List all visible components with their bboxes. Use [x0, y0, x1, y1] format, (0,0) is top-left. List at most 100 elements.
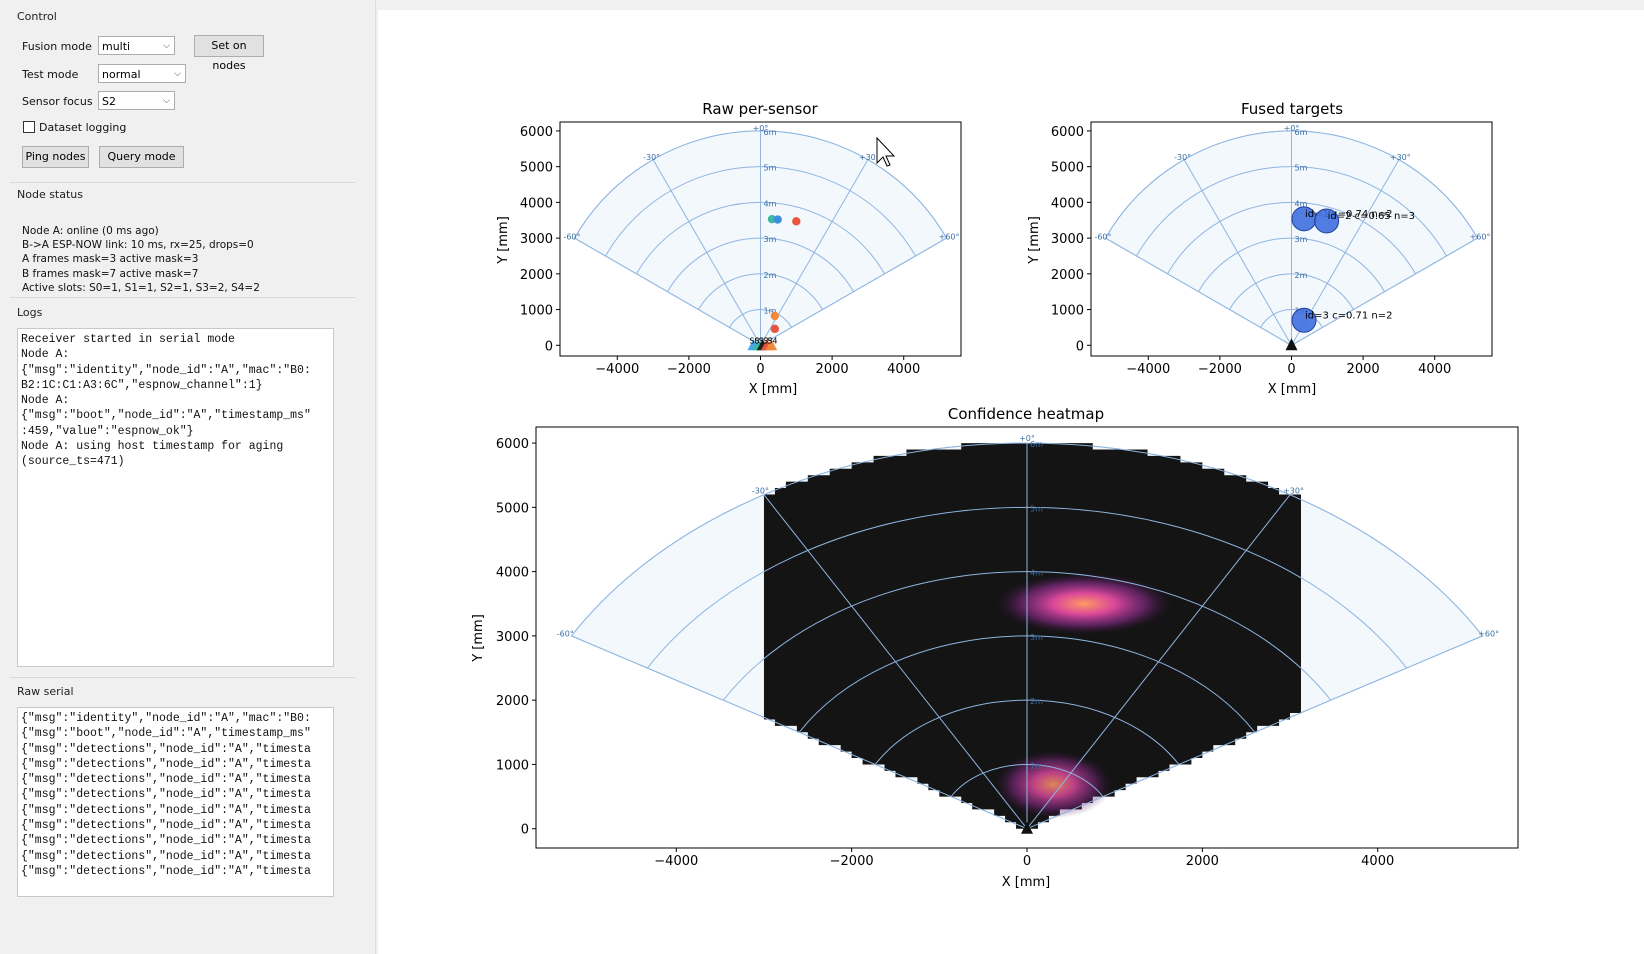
heatmap-hotspot [995, 572, 1173, 635]
x-tick-label: 0 [1287, 362, 1295, 377]
y-axis-label: Y [mm] [496, 216, 511, 265]
angle-spoke [652, 159, 761, 346]
top-strip [378, 0, 1644, 10]
y-tick-label: 6000 [520, 125, 553, 140]
origin-marker [1285, 338, 1298, 351]
y-tick-label: 1000 [520, 304, 553, 319]
angle-label: -30° [643, 153, 660, 162]
x-tick-label: −2000 [667, 362, 711, 377]
y-tick-label: 3000 [520, 232, 553, 247]
divider [10, 677, 355, 678]
y-tick-label: 5000 [1051, 161, 1084, 176]
target-label: id=3 c=0.71 n=2 [1305, 310, 1392, 321]
test-mode-value: normal [102, 68, 141, 81]
angle-label: +30° [1283, 486, 1304, 495]
divider [10, 182, 355, 183]
y-tick-label: 4000 [520, 196, 553, 211]
fusion-mode-select[interactable]: multi ⌵ [98, 36, 175, 55]
fusion-mode-label: Fusion mode [22, 40, 92, 53]
target-label: id=2 c=0.65 n=3 [1328, 211, 1415, 222]
sensor-focus-label: Sensor focus [22, 95, 93, 108]
data-point [792, 217, 801, 226]
x-tick-label: −2000 [1198, 362, 1242, 377]
mouse-cursor-icon [876, 136, 896, 167]
plot-content: 1m 2m 3m 4m 5m 6m -60° -30° +0° +30° +60° [557, 434, 1499, 834]
angle-label: +60° [939, 233, 960, 242]
node-status-line: B->A ESP-NOW link: 10 ms, rx=25, drops=0 [22, 239, 254, 252]
test-mode-select[interactable]: normal ⌵ [98, 64, 186, 83]
set-on-nodes-button[interactable]: Set on nodes [194, 35, 264, 72]
sensor-focus-select[interactable]: S2 ⌵ [98, 91, 175, 110]
chevron-down-icon: ⌵ [174, 69, 181, 79]
logs-title: Logs [17, 306, 43, 319]
y-tick-label: 6000 [496, 437, 529, 452]
x-tick-label: 2000 [1347, 362, 1380, 377]
angle-label: +60° [1470, 233, 1491, 242]
range-label: 3m [764, 235, 777, 244]
data-point [770, 311, 780, 321]
x-tick-label: 0 [1023, 854, 1031, 869]
range-label: 4m [1295, 199, 1308, 208]
range-label: 2m [1295, 271, 1308, 280]
y-tick-label: 4000 [1051, 196, 1084, 211]
chevron-down-icon: ⌵ [163, 41, 170, 51]
range-label: 5m [1030, 504, 1043, 513]
node-status-line: Node A: online (0 ms ago) [22, 225, 159, 237]
chart-title: Confidence heatmap [948, 405, 1104, 423]
confidence-heatmap-chart: Confidence heatmap X [mm] Y [mm] 1m 2m 3m 4… [471, 405, 1519, 890]
x-tick-label: −4000 [595, 362, 639, 377]
heatmap-hotspot [994, 750, 1113, 819]
y-tick-label: 3000 [496, 630, 529, 645]
y-tick-label: 1000 [496, 758, 529, 773]
dataset-logging-checkbox[interactable] [23, 121, 35, 133]
logs-textarea[interactable]: Receiver started in serial mode Node A: … [17, 328, 334, 667]
raw-per-sensor-chart: Raw per-sensor X [mm] Y [mm] 1m 2m 3m 4m 5m 6… [496, 100, 962, 397]
fused-target [1314, 208, 1340, 234]
fused-target [1291, 307, 1317, 333]
y-tick-label: 0 [1076, 339, 1084, 354]
test-mode-label: Test mode [22, 68, 79, 81]
angle-label: +30° [1390, 153, 1411, 162]
ping-nodes-button[interactable]: Ping nodes [22, 146, 89, 168]
sensor-label: S0 [749, 336, 759, 345]
x-tick-label: 0 [756, 362, 764, 377]
y-tick-label: 5000 [520, 161, 553, 176]
angle-label: -60° [563, 233, 580, 242]
y-axis-label: Y [mm] [471, 614, 486, 663]
node-status-line: B frames mask=7 active mask=7 [22, 267, 199, 280]
range-label: 1m [764, 307, 777, 316]
dataset-logging-label: Dataset logging [39, 121, 127, 134]
angle-label: -30° [1174, 153, 1191, 162]
query-mode-button[interactable]: Query mode [99, 146, 184, 168]
origin-marker [1021, 821, 1033, 834]
fused-targets-chart: Fused targets X [mm] Y [mm] 1m2m3m4m5m6m… [1027, 100, 1493, 397]
x-axis-label: X [mm] [749, 382, 798, 397]
y-tick-label: 3000 [1051, 232, 1084, 247]
angle-spoke [1026, 494, 1291, 830]
range-label: 6m [764, 128, 777, 137]
control-sidebar: Control Fusion mode multi ⌵ Set on nodes… [0, 0, 376, 954]
control-title: Control [17, 10, 57, 23]
sensor-marker [765, 339, 778, 351]
node-status-text: Node A: online (0 ms ago) B->A ESP-NOW l… [22, 224, 260, 295]
sensor-label: S2 [759, 336, 769, 345]
y-tick-label: 5000 [496, 501, 529, 516]
angle-label: +30° [859, 153, 880, 162]
angle-spoke [1026, 635, 1483, 830]
y-axis-label: Y [mm] [1027, 216, 1042, 265]
angle-label: -60° [557, 629, 574, 638]
range-label: 6m [1030, 440, 1043, 449]
range-label: 5m [764, 164, 777, 173]
x-tick-label: 2000 [1186, 854, 1219, 869]
sensor-focus-value: S2 [102, 95, 116, 108]
y-tick-label: 4000 [496, 566, 529, 581]
y-tick-label: 0 [521, 823, 529, 838]
raw-serial-textarea[interactable]: {"msg":"identity","node_id":"A","mac":"B… [17, 707, 334, 897]
range-label: 2m [1030, 697, 1043, 706]
angle-spoke [571, 635, 1028, 830]
sensor-label: S1 [754, 336, 764, 345]
data-point [773, 215, 782, 224]
divider [10, 297, 355, 298]
